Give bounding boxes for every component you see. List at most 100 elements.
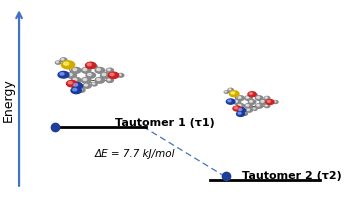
Circle shape [73,68,77,71]
Circle shape [237,104,244,108]
Circle shape [257,97,260,98]
Circle shape [108,69,110,71]
Circle shape [243,113,245,114]
Circle shape [108,72,119,78]
Text: Tautomer 1 (τ1): Tautomer 1 (τ1) [115,118,215,128]
Circle shape [242,112,247,115]
Circle shape [68,82,72,84]
Circle shape [238,104,241,106]
Circle shape [249,93,252,94]
Circle shape [85,62,96,69]
Circle shape [257,104,260,106]
Circle shape [106,78,114,82]
Circle shape [91,65,97,68]
Circle shape [264,96,270,100]
Circle shape [67,80,77,87]
Circle shape [74,84,78,86]
Circle shape [228,100,231,102]
Text: Tautomer 2 (τ2): Tautomer 2 (τ2) [242,171,342,181]
Circle shape [118,73,124,77]
Circle shape [72,77,81,83]
Circle shape [237,108,246,113]
Circle shape [245,104,252,108]
Text: Energy: Energy [2,78,15,122]
Circle shape [78,88,85,92]
Circle shape [56,61,61,64]
Circle shape [82,77,91,83]
Circle shape [237,96,244,100]
Circle shape [274,101,276,102]
Circle shape [234,107,237,109]
Circle shape [97,68,100,71]
Circle shape [239,109,242,111]
Circle shape [225,91,226,92]
Circle shape [110,73,114,76]
Circle shape [97,78,100,81]
Circle shape [60,73,64,75]
Circle shape [91,82,97,86]
Circle shape [238,97,241,98]
Circle shape [93,83,95,84]
Circle shape [102,73,106,76]
Circle shape [245,96,252,100]
Circle shape [72,67,81,73]
Text: ΔE = 7.7 kJ/mol: ΔE = 7.7 kJ/mol [94,149,175,159]
Circle shape [71,87,82,94]
Circle shape [106,68,114,72]
Circle shape [83,78,87,81]
Circle shape [61,59,64,60]
Circle shape [250,101,252,102]
Circle shape [84,84,88,86]
Circle shape [231,92,235,94]
Circle shape [253,108,257,110]
Circle shape [264,104,270,108]
Circle shape [60,58,67,62]
Circle shape [73,78,77,81]
Circle shape [246,108,252,112]
Circle shape [93,65,95,67]
Circle shape [69,73,72,76]
Circle shape [246,97,249,98]
Circle shape [256,104,263,108]
Circle shape [229,91,239,97]
Circle shape [235,101,237,102]
Circle shape [224,91,229,93]
Circle shape [256,96,263,100]
Circle shape [247,109,250,110]
Circle shape [236,111,245,116]
Circle shape [238,112,241,114]
Circle shape [233,106,241,111]
Circle shape [62,61,75,69]
Circle shape [86,72,95,78]
Circle shape [248,100,256,104]
Circle shape [58,71,69,78]
Circle shape [119,74,121,75]
Circle shape [266,100,274,104]
Circle shape [253,108,255,109]
Circle shape [273,101,278,103]
Circle shape [248,92,256,97]
Circle shape [265,97,267,98]
Circle shape [88,73,91,76]
Circle shape [246,104,249,106]
Circle shape [64,62,69,65]
Circle shape [229,89,231,90]
Circle shape [253,94,257,96]
Circle shape [108,79,110,80]
Circle shape [56,62,58,63]
Circle shape [260,100,267,104]
Circle shape [87,63,91,66]
Circle shape [267,100,270,102]
Circle shape [226,99,235,104]
Circle shape [95,77,105,83]
Circle shape [79,89,82,90]
Circle shape [82,67,91,73]
Circle shape [253,94,255,95]
Circle shape [83,68,87,71]
Circle shape [95,67,105,73]
Circle shape [83,83,91,88]
Circle shape [101,72,110,78]
Circle shape [265,105,267,106]
Circle shape [72,82,83,89]
Circle shape [233,100,241,104]
